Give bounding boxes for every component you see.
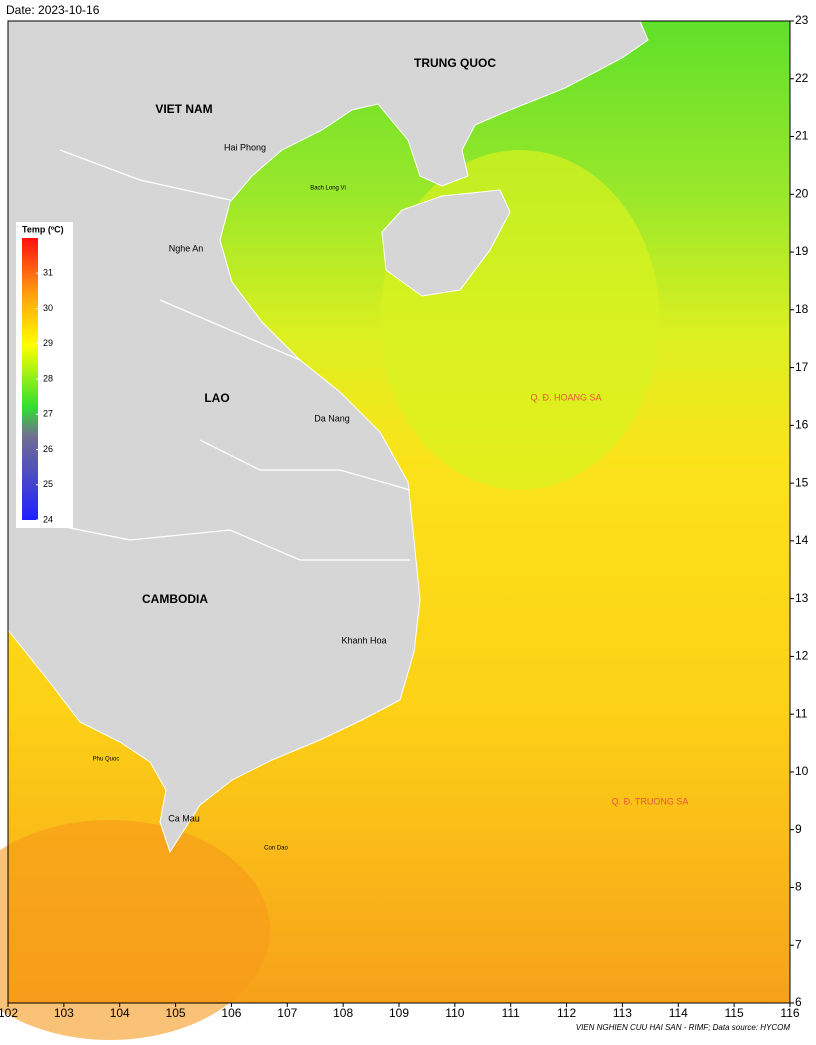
- legend-tick-label: 26: [43, 444, 53, 454]
- place-label: Ca Mau: [168, 813, 200, 823]
- place-label: VIET NAM: [155, 102, 212, 116]
- place-label: Con Dao: [264, 846, 288, 852]
- y-tick-label: 14: [795, 533, 809, 547]
- x-tick-label: 116: [780, 1006, 799, 1020]
- place-label: Da Nang: [314, 413, 350, 423]
- y-tick-label: 9: [795, 822, 802, 836]
- y-tick-label: 20: [795, 186, 809, 200]
- sea-field: [0, 820, 270, 1040]
- y-tick-label: 10: [795, 764, 809, 778]
- y-tick-label: 21: [795, 129, 809, 143]
- legend-tick-label: 31: [43, 268, 53, 278]
- legend-tick-label: 24: [43, 514, 53, 524]
- x-tick-label: 102: [0, 1006, 18, 1020]
- y-tick-label: 12: [795, 649, 809, 663]
- legend-tick-label: 27: [43, 409, 53, 419]
- x-tick-label: 105: [166, 1006, 186, 1020]
- x-tick-label: 113: [613, 1006, 632, 1020]
- legend-tick-label: 29: [43, 338, 53, 348]
- y-tick-label: 7: [795, 937, 802, 951]
- place-label: Nghe An: [169, 243, 204, 253]
- legend-title: Temp (ºC): [22, 224, 64, 234]
- date-label: Date: 2023-10-16: [6, 3, 100, 17]
- x-tick-label: 109: [389, 1006, 409, 1020]
- y-tick-label: 22: [795, 71, 809, 85]
- colorbar: [22, 238, 38, 520]
- x-tick-label: 103: [54, 1006, 74, 1020]
- y-tick-label: 17: [795, 360, 809, 374]
- credit: VIEN NGHIEN CUU HAI SAN - RIMF; Data sou…: [576, 1023, 791, 1032]
- x-tick-label: 106: [221, 1006, 241, 1020]
- x-tick-label: 112: [557, 1006, 576, 1020]
- x-tick-label: 104: [110, 1006, 130, 1020]
- y-tick-label: 18: [795, 302, 809, 316]
- place-label: Hai Phong: [224, 142, 266, 152]
- hainan: [381, 189, 511, 297]
- y-tick-label: 15: [795, 475, 809, 489]
- x-tick-label: 108: [333, 1006, 353, 1020]
- y-tick-label: 16: [795, 418, 809, 432]
- y-tick-label: 6: [795, 995, 802, 1009]
- place-label: Bach Long Vi: [310, 186, 346, 192]
- x-tick-label: 111: [502, 1006, 521, 1020]
- place-label: Phu Quoc: [93, 757, 120, 763]
- x-tick-label: 110: [445, 1006, 464, 1020]
- sea-field: [380, 150, 660, 490]
- place-label: Khanh Hoa: [341, 635, 386, 645]
- legend-tick-label: 30: [43, 303, 53, 313]
- y-tick-label: 13: [795, 591, 809, 605]
- y-tick-label: 23: [795, 13, 809, 27]
- y-tick-label: 19: [795, 244, 809, 258]
- place-label: LAO: [204, 391, 229, 405]
- x-tick-label: 115: [725, 1006, 744, 1020]
- place-label: CAMBODIA: [142, 592, 208, 606]
- y-tick-label: 11: [795, 706, 808, 720]
- y-tick-label: 8: [795, 880, 802, 894]
- legend-tick-label: 25: [43, 479, 53, 489]
- legend-tick-label: 28: [43, 373, 53, 383]
- x-tick-label: 114: [669, 1006, 688, 1020]
- place-label: Q. Đ. HOANG SA: [530, 392, 601, 402]
- border: [29, 149, 411, 561]
- place-label: Q. Đ. TRUONG SA: [612, 796, 689, 806]
- x-tick-label: 107: [277, 1006, 297, 1020]
- place-label: TRUNG QUOC: [414, 56, 496, 70]
